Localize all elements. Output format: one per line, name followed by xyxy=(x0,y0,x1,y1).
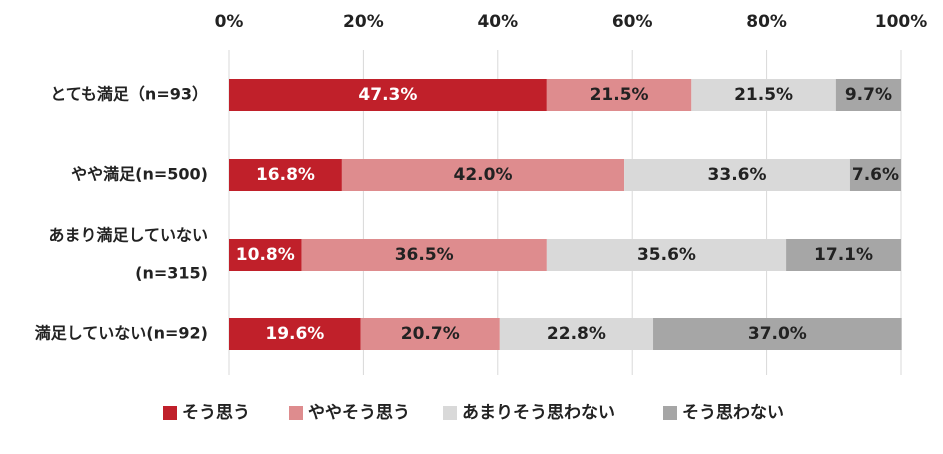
x-tick-label: 0% xyxy=(215,12,244,32)
bar-segment xyxy=(229,79,547,111)
bars: 47.3% 21.5% 21.5% 9.7% 16.8% 42.0% 33.6% 7.6% 10… xyxy=(229,79,902,350)
category-labels: とても満足（n=93） やや満足(n=500) あまり満足していない (n=315) 満… xyxy=(35,85,208,343)
data-label: 19.6% xyxy=(265,324,324,344)
data-label: 21.5% xyxy=(590,85,649,105)
data-label: 21.5% xyxy=(734,85,793,105)
x-tick-label: 20% xyxy=(343,12,384,32)
legend: そう思う ややそう思う あまりそう思わない そう思わない xyxy=(163,403,784,423)
data-label: 20.7% xyxy=(401,324,460,344)
legend-swatch xyxy=(663,406,677,420)
x-tick-label: 100% xyxy=(875,12,928,32)
bar-segment xyxy=(546,239,787,271)
bar-segment xyxy=(229,239,302,271)
bar-segment xyxy=(653,318,902,350)
data-label: 37.0% xyxy=(748,324,807,344)
legend-label: そう思う xyxy=(182,403,250,423)
data-label: 16.8% xyxy=(256,165,315,185)
data-label: 42.0% xyxy=(454,165,513,185)
bar-segment xyxy=(691,79,836,111)
x-tick-label: 60% xyxy=(612,12,653,32)
data-label: 33.6% xyxy=(708,165,767,185)
legend-label: あまりそう思わない xyxy=(462,403,615,423)
data-label: 17.1% xyxy=(814,245,873,265)
category-label: とても満足（n=93） xyxy=(50,85,208,104)
bar-segment xyxy=(301,239,547,271)
bar-segment xyxy=(360,318,500,350)
category-label: (n=315) xyxy=(135,264,208,283)
bar-segment xyxy=(546,79,692,111)
x-tick-label: 80% xyxy=(746,12,787,32)
bar-segment xyxy=(835,79,901,111)
category-label: やや満足(n=500) xyxy=(71,165,208,184)
x-axis-ticks: 0% 20% 40% 60% 80% 100% xyxy=(215,12,928,32)
data-label: 10.8% xyxy=(236,245,295,265)
data-label: 36.5% xyxy=(395,245,454,265)
legend-swatch xyxy=(163,406,177,420)
bar-segment xyxy=(786,239,901,271)
data-label: 7.6% xyxy=(852,165,899,185)
bar-segment xyxy=(624,159,850,191)
data-label: 22.8% xyxy=(547,324,606,344)
data-label: 9.7% xyxy=(845,85,892,105)
category-label: あまり満足していない xyxy=(48,226,208,245)
legend-swatch xyxy=(443,406,457,420)
legend-label: ややそう思う xyxy=(308,403,410,423)
legend-label: そう思わない xyxy=(682,403,784,423)
bar-segment xyxy=(849,159,901,191)
bar-segment xyxy=(499,318,654,350)
category-label: 満足していない(n=92) xyxy=(35,324,208,343)
bar-segment xyxy=(341,159,625,191)
bar-segment xyxy=(229,318,361,350)
bar-segment xyxy=(229,159,342,191)
data-label: 35.6% xyxy=(637,245,696,265)
x-tick-label: 40% xyxy=(477,12,518,32)
legend-swatch xyxy=(289,406,303,420)
data-label: 47.3% xyxy=(358,85,417,105)
